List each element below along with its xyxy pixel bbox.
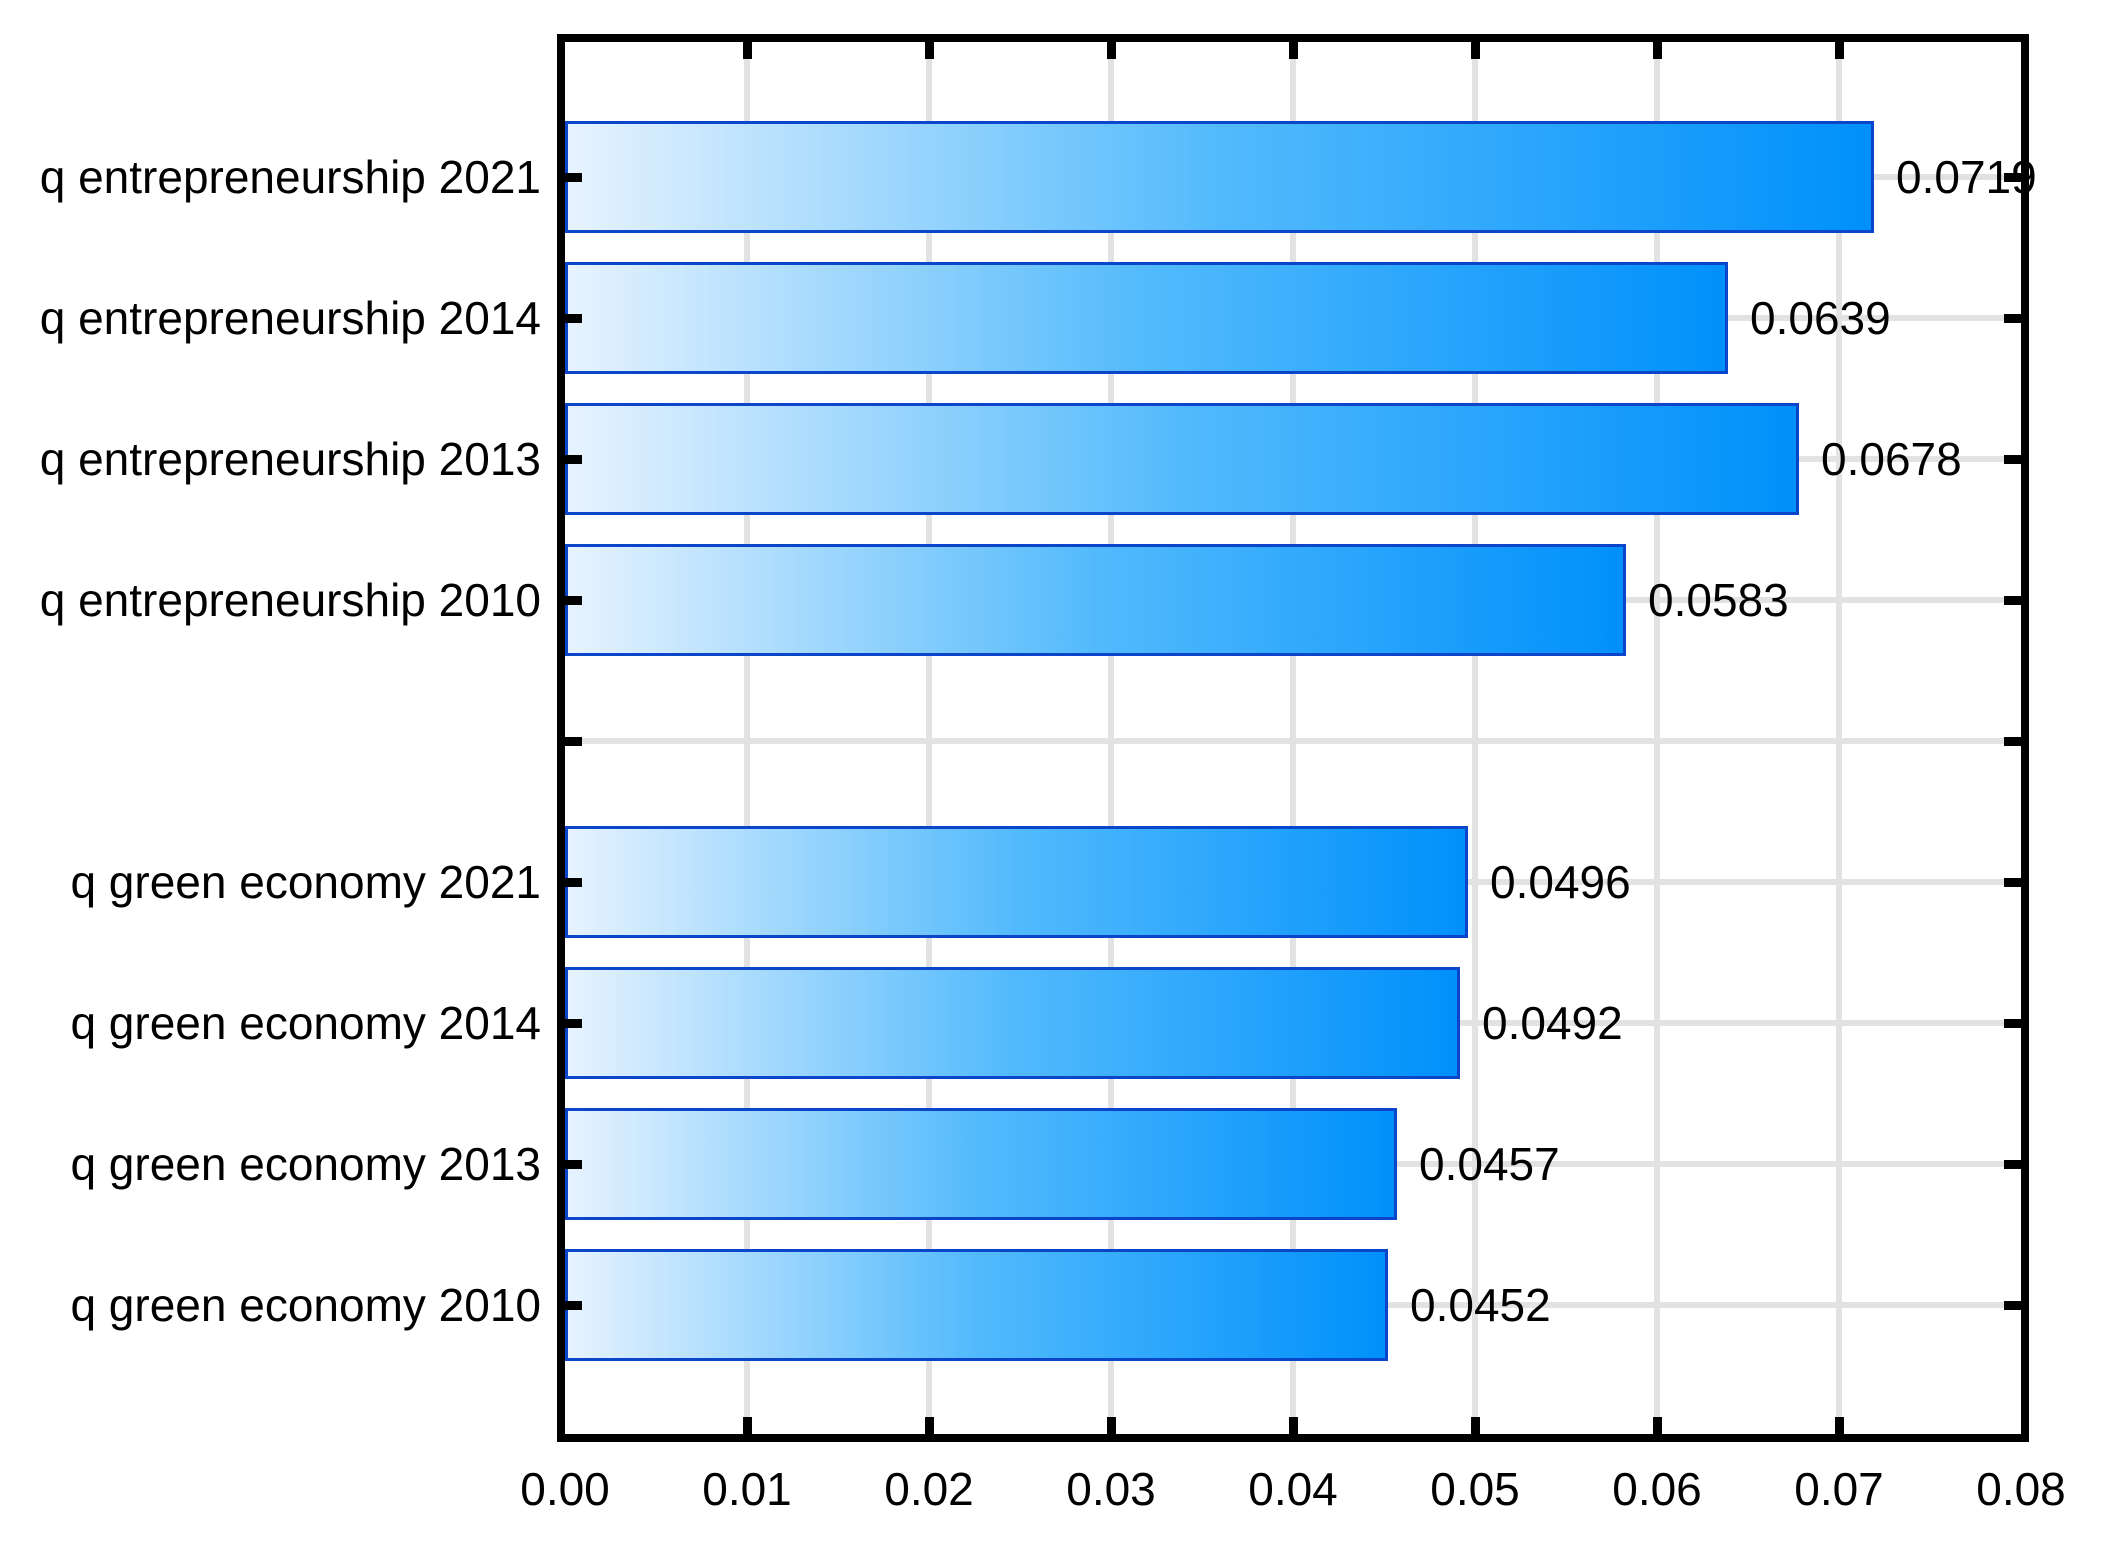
value-label: 0.0492 <box>1482 997 1623 1049</box>
category-label: q entrepreneurship 2010 <box>39 574 541 626</box>
value-label: 0.0583 <box>1648 574 1789 626</box>
axis-tick <box>2004 314 2021 323</box>
value-label: 0.0452 <box>1410 1279 1551 1331</box>
category-label: q green economy 2021 <box>70 856 541 908</box>
axis-tick <box>565 878 582 887</box>
axis-tick <box>1289 42 1298 59</box>
x-axis-tick-label: 0.03 <box>1066 1463 1156 1515</box>
axis-tick <box>743 42 752 59</box>
bar <box>565 1108 1397 1220</box>
bar <box>565 262 1728 374</box>
value-label: 0.0496 <box>1490 856 1631 908</box>
x-axis-tick-label: 0.07 <box>1794 1463 1884 1515</box>
axis-tick <box>1471 42 1480 59</box>
axis-tick <box>565 1301 582 1310</box>
axis-tick <box>1471 1417 1480 1434</box>
x-axis-tick-label: 0.01 <box>702 1463 792 1515</box>
axis-tick <box>565 1160 582 1169</box>
value-label: 0.0457 <box>1419 1138 1560 1190</box>
value-label: 0.0719 <box>1896 151 2037 203</box>
axis-tick <box>565 314 582 323</box>
axis-tick <box>2004 1301 2021 1310</box>
axis-tick <box>925 42 934 59</box>
plot-area <box>565 42 2021 1434</box>
x-axis-tick-label: 0.08 <box>1976 1463 2066 1515</box>
axis-tick <box>2004 1019 2021 1028</box>
axis-tick <box>925 1417 934 1434</box>
bar <box>565 1249 1388 1361</box>
axis-tick <box>565 173 582 182</box>
axis-tick <box>565 737 582 746</box>
axis-tick <box>1653 42 1662 59</box>
axis-tick <box>2004 596 2021 605</box>
axis-tick <box>2004 455 2021 464</box>
axis-tick <box>2004 173 2021 182</box>
axis-tick <box>1107 1417 1116 1434</box>
axis-tick <box>1653 1417 1662 1434</box>
axis-tick <box>1835 1417 1844 1434</box>
x-axis-tick-label: 0.05 <box>1430 1463 1520 1515</box>
gridline-horizontal <box>565 738 2021 744</box>
axis-tick <box>1107 42 1116 59</box>
axis-tick <box>2004 737 2021 746</box>
axis-tick <box>565 455 582 464</box>
bar <box>565 403 1799 515</box>
x-axis-tick-label: 0.00 <box>520 1463 610 1515</box>
category-label: q entrepreneurship 2021 <box>39 151 541 203</box>
category-label: q green economy 2014 <box>70 997 541 1049</box>
value-label: 0.0678 <box>1821 433 1962 485</box>
x-axis-tick-label: 0.06 <box>1612 1463 1702 1515</box>
axis-tick <box>1835 42 1844 59</box>
category-label: q entrepreneurship 2014 <box>39 292 541 344</box>
category-label: q entrepreneurship 2013 <box>39 433 541 485</box>
axis-tick <box>565 1019 582 1028</box>
category-label: q green economy 2010 <box>70 1279 541 1331</box>
x-axis-tick-label: 0.04 <box>1248 1463 1338 1515</box>
axis-tick <box>743 1417 752 1434</box>
x-axis-tick-label: 0.02 <box>884 1463 974 1515</box>
axis-tick <box>1289 1417 1298 1434</box>
bar <box>565 121 1874 233</box>
bar <box>565 967 1460 1079</box>
value-label: 0.0639 <box>1750 292 1891 344</box>
axis-tick <box>2004 1160 2021 1169</box>
category-label: q green economy 2013 <box>70 1138 541 1190</box>
axis-tick <box>565 596 582 605</box>
bar <box>565 544 1626 656</box>
axis-tick <box>2004 878 2021 887</box>
bar <box>565 826 1468 938</box>
